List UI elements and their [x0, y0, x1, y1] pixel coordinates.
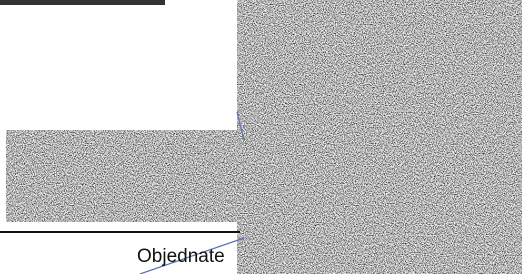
page: Objednate (() => { const data = JSON.par… [0, 0, 522, 274]
label: Objednate [137, 246, 225, 267]
noise-panel [237, 0, 522, 274]
top-strip [0, 0, 165, 5]
screenshot: Objednate [0, 0, 522, 274]
noise-block [6, 130, 246, 222]
